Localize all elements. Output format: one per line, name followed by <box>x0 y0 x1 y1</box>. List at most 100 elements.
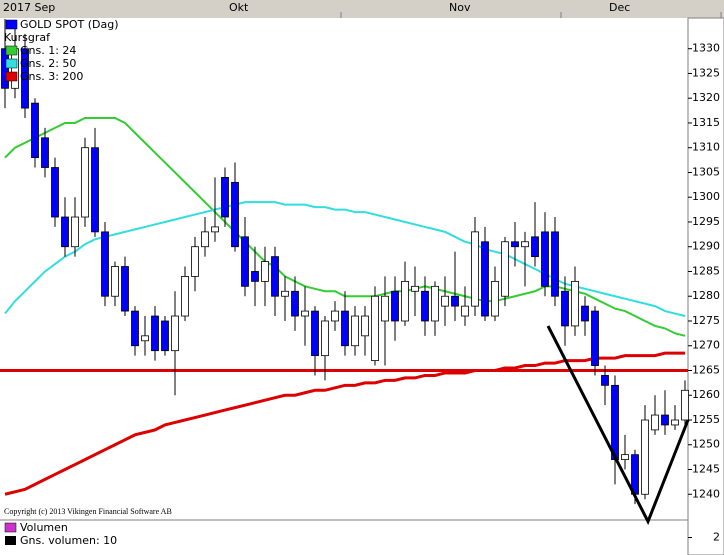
y-tick-label: 1330 <box>692 42 720 55</box>
legend-swatch <box>5 536 16 545</box>
candle-body <box>401 280 409 322</box>
candle-body <box>161 320 169 352</box>
x-tick-label: 2017 Sep <box>3 1 55 14</box>
legend-swatch <box>4 522 17 533</box>
candle-body <box>491 280 499 317</box>
candle-body <box>51 167 59 218</box>
candle-body <box>591 310 599 366</box>
candle-body <box>621 454 629 461</box>
y-tick-label: 1280 <box>692 289 720 302</box>
trendline <box>546 325 690 526</box>
y-tick-label: 1285 <box>692 264 720 277</box>
candle-body <box>301 310 309 317</box>
candle-body <box>381 295 389 322</box>
candle-body <box>101 231 109 297</box>
candle-body <box>1 48 9 89</box>
candle-body <box>431 285 439 322</box>
legend-label: Gns. 3: 200 <box>20 70 83 83</box>
copyright: Copyright (c) 2013 Vikingen Financial So… <box>4 507 172 516</box>
candle-body <box>411 285 419 292</box>
y-tick-label: 1255 <box>692 413 720 426</box>
y-tick-label: 1295 <box>692 215 720 228</box>
y-tick-label: 1240 <box>692 487 720 500</box>
candle-body <box>441 295 449 307</box>
legend-label: Gns. 2: 50 <box>20 57 76 70</box>
candle-body <box>571 280 579 327</box>
moving-average <box>4 351 685 496</box>
x-tick-label: Dec <box>609 1 630 14</box>
y-tick-label: 1305 <box>692 165 720 178</box>
candle-body <box>531 236 539 258</box>
candle-body <box>291 290 299 317</box>
candle-body <box>311 310 319 357</box>
y-tick-label: 1260 <box>692 388 720 401</box>
candle-body <box>141 335 149 342</box>
candle-body <box>71 216 79 248</box>
candle-body <box>361 315 369 337</box>
legend-label: Volumen <box>20 521 68 534</box>
candle-body <box>481 241 489 317</box>
candle-body <box>371 295 379 361</box>
y-tick-label: 1270 <box>692 339 720 352</box>
candle-body <box>231 181 239 248</box>
legend-swatch <box>5 19 18 30</box>
y-tick-label: 2 <box>713 531 720 544</box>
candle-body <box>461 305 469 317</box>
legend-swatch <box>5 71 18 82</box>
candle-body <box>191 246 199 277</box>
candle-body <box>321 320 329 357</box>
candle-body <box>211 226 219 233</box>
time-axis-bar <box>0 0 724 18</box>
candle-body <box>681 389 689 421</box>
candle-body <box>221 177 229 218</box>
candle-body <box>31 102 39 159</box>
candle-body <box>511 241 519 248</box>
candle-body <box>451 295 459 307</box>
candle-body <box>421 290 429 322</box>
candle-body <box>611 384 619 461</box>
candle-body <box>131 310 139 347</box>
candle-body <box>201 231 209 248</box>
candle-body <box>91 147 99 233</box>
price-axis-panel <box>687 17 724 555</box>
y-tick-label: 1250 <box>692 438 720 451</box>
candle-body <box>351 315 359 347</box>
candle-body <box>121 266 129 312</box>
candle-body <box>261 261 269 282</box>
candle-body <box>541 231 549 287</box>
candle-body <box>281 290 289 297</box>
legend-label: Gns. 1: 24 <box>20 44 76 57</box>
candle-body <box>641 419 649 495</box>
legend-swatch <box>5 58 18 69</box>
y-tick-label: 1315 <box>692 116 720 129</box>
candle-body <box>661 414 669 426</box>
candle-body <box>601 375 609 386</box>
legend-label: Gns. volumen: 10 <box>20 534 117 547</box>
candle-body <box>561 290 569 327</box>
candle-body <box>671 419 679 426</box>
y-tick-label: 1310 <box>692 141 720 154</box>
candle-body <box>391 290 399 322</box>
candle-body <box>151 315 159 352</box>
candle-body <box>21 48 29 109</box>
legend-label: GOLD SPOT (Dag) <box>20 18 119 31</box>
candle-body <box>471 231 479 307</box>
candle-body <box>271 256 279 297</box>
candle-body <box>521 241 529 248</box>
candle-body <box>651 414 659 431</box>
y-tick-label: 1290 <box>692 240 720 253</box>
candle-body <box>111 266 119 297</box>
candle-body <box>251 271 259 282</box>
candle-body <box>81 147 89 218</box>
y-tick-label: 1320 <box>692 91 720 104</box>
candle-body <box>181 276 189 317</box>
y-tick-label: 1275 <box>692 314 720 327</box>
y-tick-label: 1265 <box>692 363 720 376</box>
candle-body <box>171 315 179 352</box>
y-tick-label: 1325 <box>692 66 720 79</box>
legend-swatch <box>5 45 18 56</box>
x-tick-label: Nov <box>449 1 471 14</box>
candle-body <box>551 231 559 297</box>
candle-body <box>341 310 349 347</box>
